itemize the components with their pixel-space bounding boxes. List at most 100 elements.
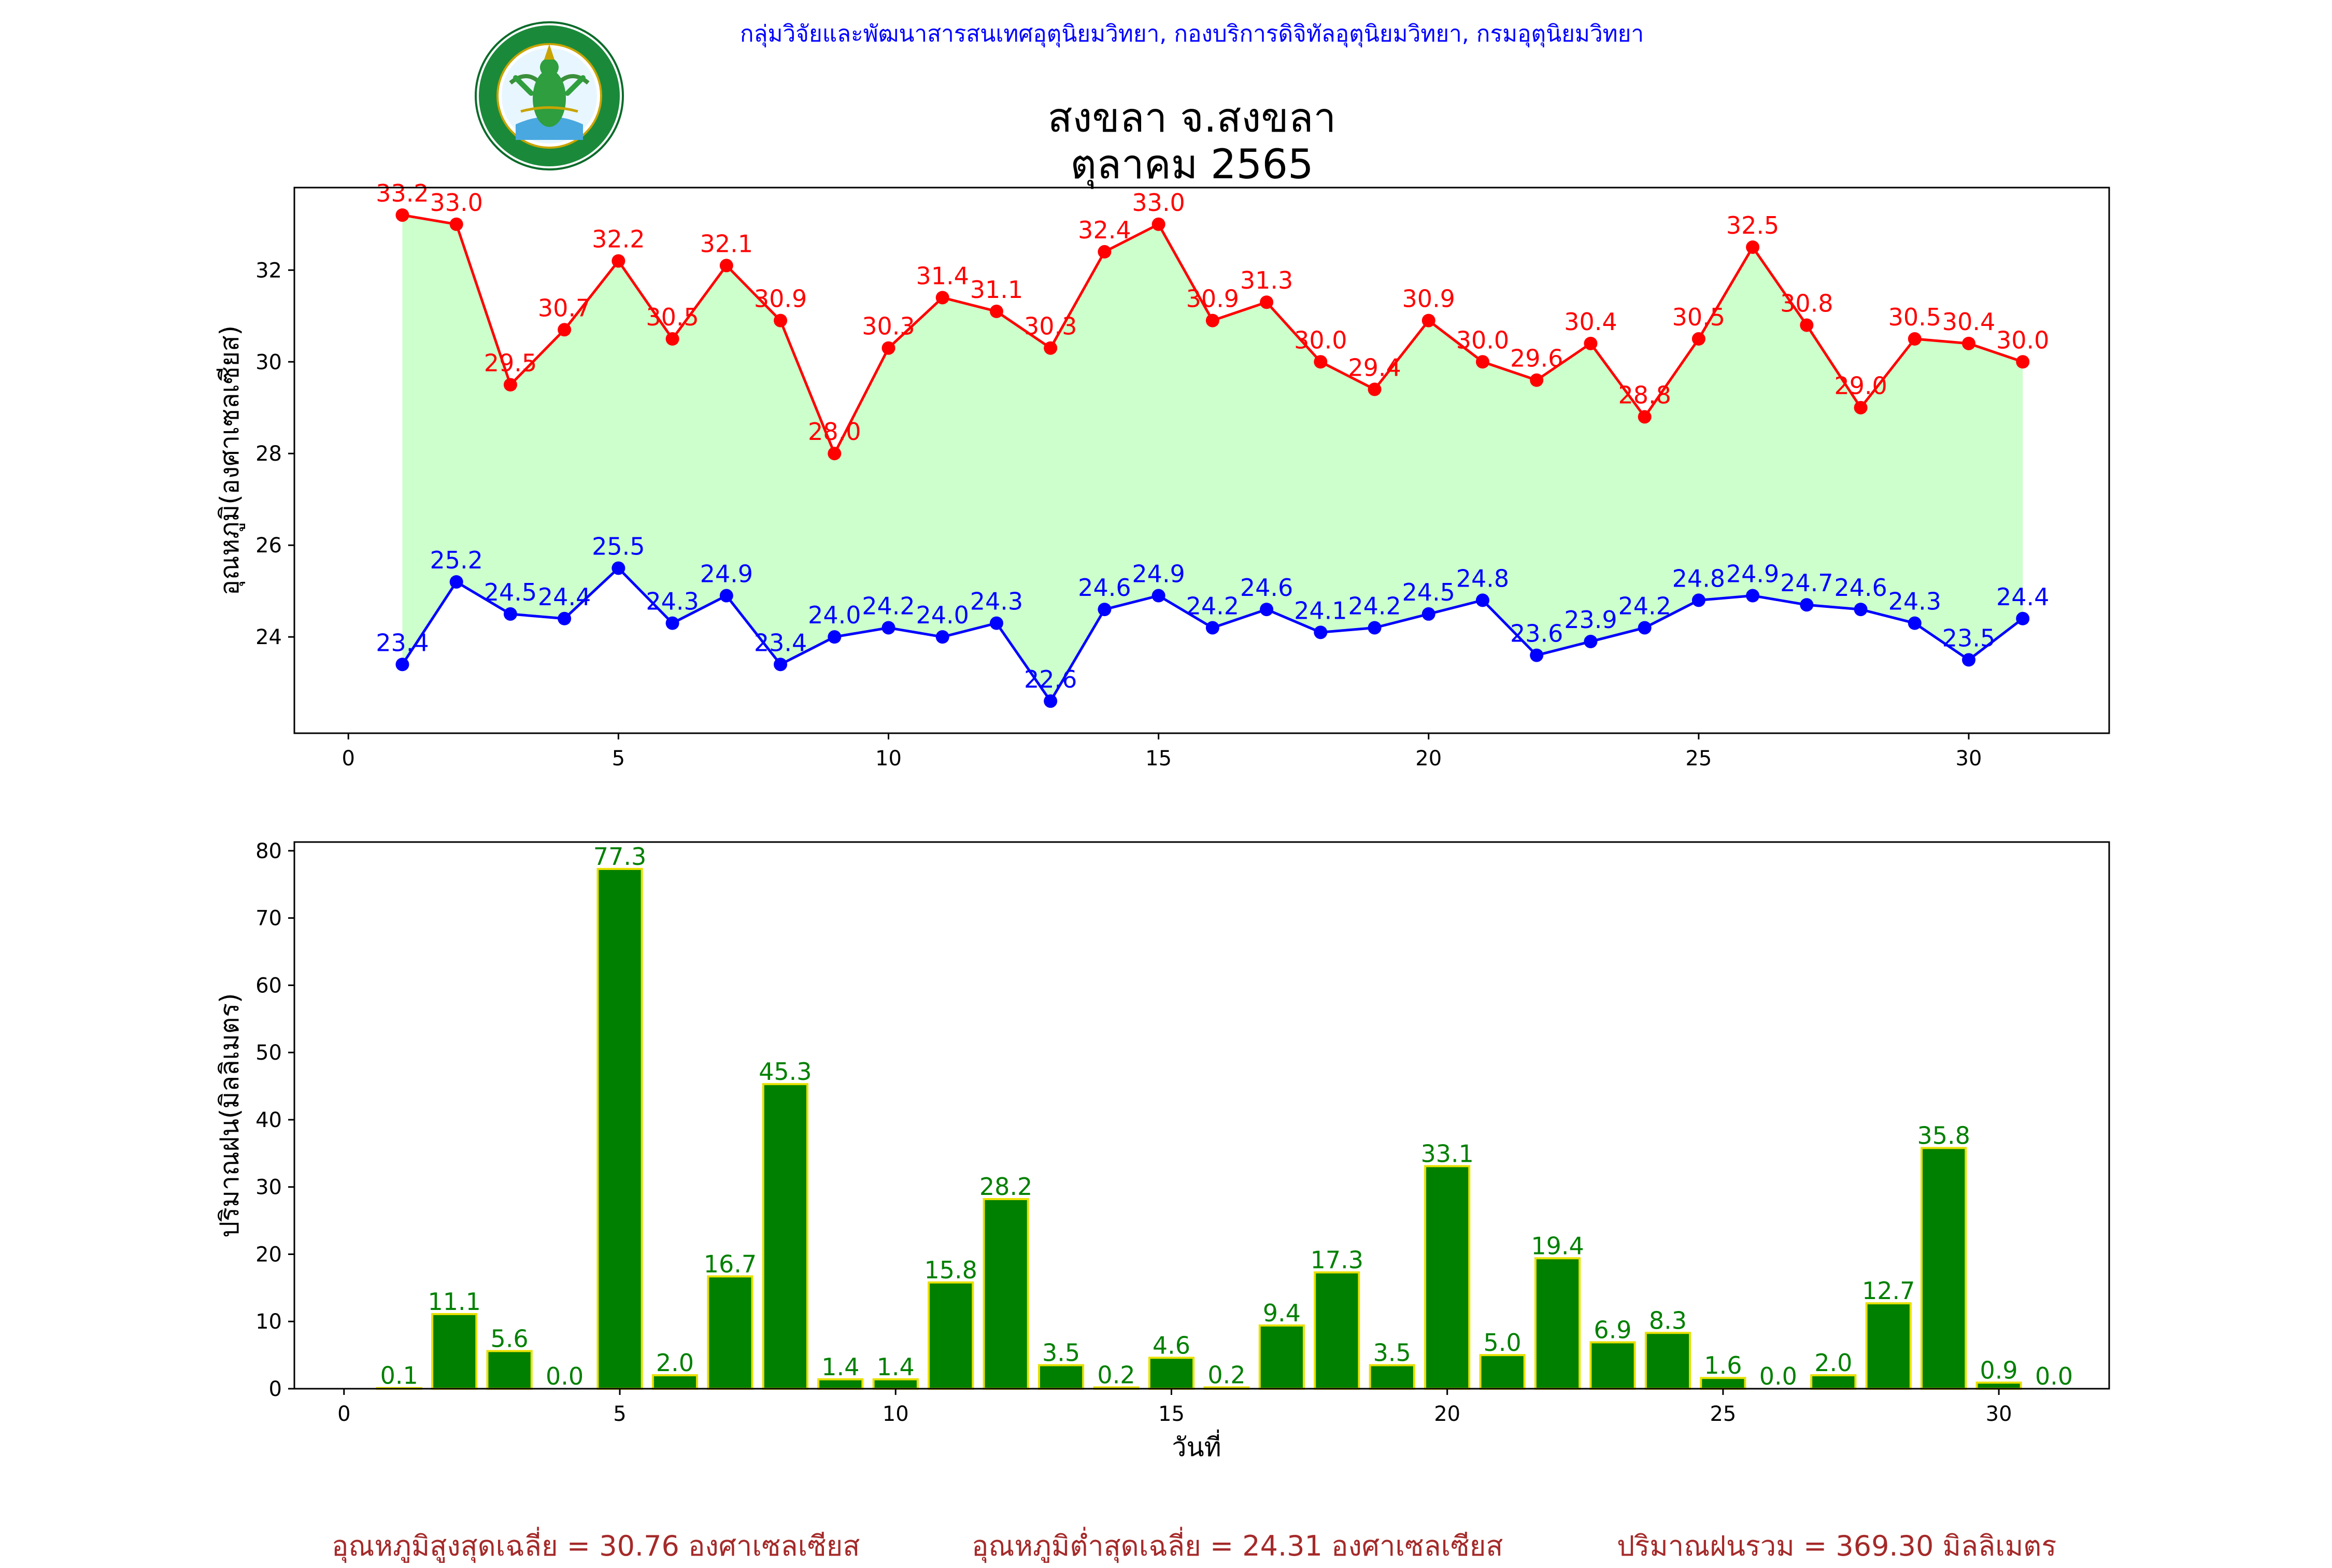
min-temp-data-label: 24.9 [1132, 560, 1185, 588]
min-temp-data-label: 24.3 [646, 588, 699, 616]
max-temp-point [774, 313, 788, 327]
rainfall-data-label: 77.3 [593, 843, 646, 871]
min-temp-point [881, 621, 895, 635]
min-temp-data-label: 25.2 [430, 546, 482, 574]
min-temp-point [1098, 603, 1112, 617]
rainfall-bar [1314, 1271, 1360, 1390]
avg-max-temp-summary: อุณหภูมิสูงสุดเฉลี่ย = 30.76 องศาเซลเซีย… [332, 1530, 860, 1562]
rainfall-x-tick-label: 10 [883, 1402, 909, 1426]
rainfall-data-label: 0.2 [1097, 1361, 1135, 1389]
rainfall-data-label: 4.6 [1153, 1331, 1190, 1359]
max-temp-data-label: 31.4 [916, 262, 969, 290]
max-temp-point [1746, 240, 1760, 254]
temperature-x-tick-label: 25 [1685, 747, 1712, 771]
min-temp-point [1530, 648, 1544, 662]
max-temp-point [449, 217, 463, 231]
max-temp-data-label: 31.3 [1240, 266, 1293, 294]
temperature-x-tick-label: 0 [342, 747, 354, 771]
min-temp-data-label: 23.6 [1510, 620, 1563, 648]
rainfall-y-tick-label: 40 [255, 1108, 282, 1132]
min-temp-data-label: 23.4 [376, 629, 429, 657]
rainfall-bar [707, 1275, 753, 1390]
min-temp-point [503, 607, 517, 621]
rainfall-y-tick-label: 50 [255, 1041, 282, 1065]
max-temp-data-label: 30.9 [1402, 285, 1455, 313]
rainfall-x-tick-label: 25 [1710, 1402, 1736, 1426]
rainfall-y-tick-label: 20 [255, 1243, 282, 1266]
max-temp-point [1962, 336, 1976, 350]
max-temp-point [665, 332, 679, 346]
rainfall-data-label: 1.4 [877, 1353, 915, 1381]
rainfall-data-label: 5.0 [1484, 1329, 1522, 1357]
meteorological-department-logo [474, 21, 624, 171]
temperature-y-tick-label: 28 [255, 442, 282, 466]
temperature-y-tick-label: 26 [255, 534, 282, 558]
temperature-range-fill [402, 215, 2023, 702]
max-temp-data-label: 33.0 [430, 189, 482, 217]
agency-line: กลุ่มวิจัยและพัฒนาสารสนเทศอุตุนิยมวิทยา,… [740, 21, 1644, 47]
max-temp-data-label: 33.0 [1132, 189, 1185, 217]
max-temp-point [828, 447, 842, 461]
rainfall-bar [1148, 1357, 1195, 1390]
max-temp-data-label: 30.3 [862, 312, 915, 340]
max-temp-data-label: 30.0 [1456, 326, 1509, 354]
rainfall-bar [1589, 1341, 1636, 1390]
temperature-plot-frame [293, 187, 2110, 734]
max-temp-data-label: 30.9 [754, 285, 807, 313]
max-temp-data-label: 32.5 [1726, 211, 1779, 239]
rainfall-y-tick-label: 60 [255, 974, 282, 997]
max-temp-data-label: 30.0 [1996, 326, 2049, 354]
min-temp-data-label: 24.8 [1456, 564, 1509, 592]
rainfall-bar [1534, 1257, 1581, 1390]
min-temp-data-label: 24.1 [1294, 596, 1347, 624]
rainfall-data-label: 15.8 [924, 1256, 977, 1284]
rainfall-x-axis-label: วันที่ [1172, 1430, 1221, 1462]
max-temp-data-label: 30.4 [1942, 308, 1995, 336]
rainfall-x-tick-label: 0 [337, 1402, 350, 1426]
rainfall-bar [1921, 1147, 1967, 1390]
max-temp-data-label: 30.9 [1186, 285, 1239, 313]
rainfall-data-label: 45.3 [759, 1058, 812, 1086]
min-temp-point [1800, 598, 1814, 612]
min-temp-data-label: 24.2 [1618, 592, 1671, 620]
min-temp-data-label: 24.6 [1240, 574, 1293, 602]
rainfall-y-tick-label: 80 [255, 839, 282, 863]
temperature-x-tick-label: 10 [875, 747, 902, 771]
min-temp-point [1475, 593, 1489, 607]
max-temp-data-label: 30.5 [646, 303, 699, 331]
station-title: สงขลา จ.สงขลา [1047, 95, 1336, 141]
rainfall-data-label: 0.9 [1980, 1356, 2018, 1384]
max-temp-point [1314, 355, 1328, 369]
rainfall-data-label: 12.7 [1862, 1277, 1915, 1305]
min-temp-point [612, 561, 625, 575]
rainfall-bar [1810, 1374, 1857, 1390]
min-temp-data-label: 23.4 [754, 629, 807, 657]
max-temp-point [1584, 336, 1598, 350]
max-temp-point [1854, 401, 1868, 415]
rainfall-bar [762, 1083, 808, 1390]
min-temp-point [1151, 589, 1165, 603]
max-temp-point [719, 259, 733, 273]
temperature-y-tick-label: 30 [255, 350, 282, 374]
logo-seal-icon [475, 21, 624, 170]
rainfall-data-label: 28.2 [979, 1173, 1032, 1201]
temperature-y-tick-label: 24 [255, 625, 282, 649]
min-temp-point [1044, 694, 1058, 708]
rainfall-y-tick-label: 10 [255, 1310, 282, 1334]
max-temp-data-label: 30.5 [1672, 303, 1725, 331]
rainfall-bar [651, 1374, 699, 1390]
min-temp-point [1260, 603, 1274, 617]
min-temp-data-label: 24.4 [538, 583, 591, 611]
min-temp-data-label: 24.3 [1888, 588, 1941, 616]
total-rainfall-summary: ปริมาณฝนรวม = 369.30 มิลลิเมตร [1617, 1530, 2057, 1562]
max-temp-data-label: 30.7 [538, 294, 591, 322]
min-temp-point [1368, 621, 1382, 635]
max-temp-point [881, 341, 895, 355]
rainfall-bar [431, 1313, 478, 1390]
rainfall-data-label: 1.6 [1704, 1351, 1742, 1379]
temperature-x-tick-label: 30 [1956, 747, 1982, 771]
min-temp-point [774, 658, 788, 672]
max-temp-point [612, 254, 625, 268]
min-temp-point [989, 616, 1003, 630]
rainfall-data-label: 17.3 [1311, 1246, 1363, 1274]
